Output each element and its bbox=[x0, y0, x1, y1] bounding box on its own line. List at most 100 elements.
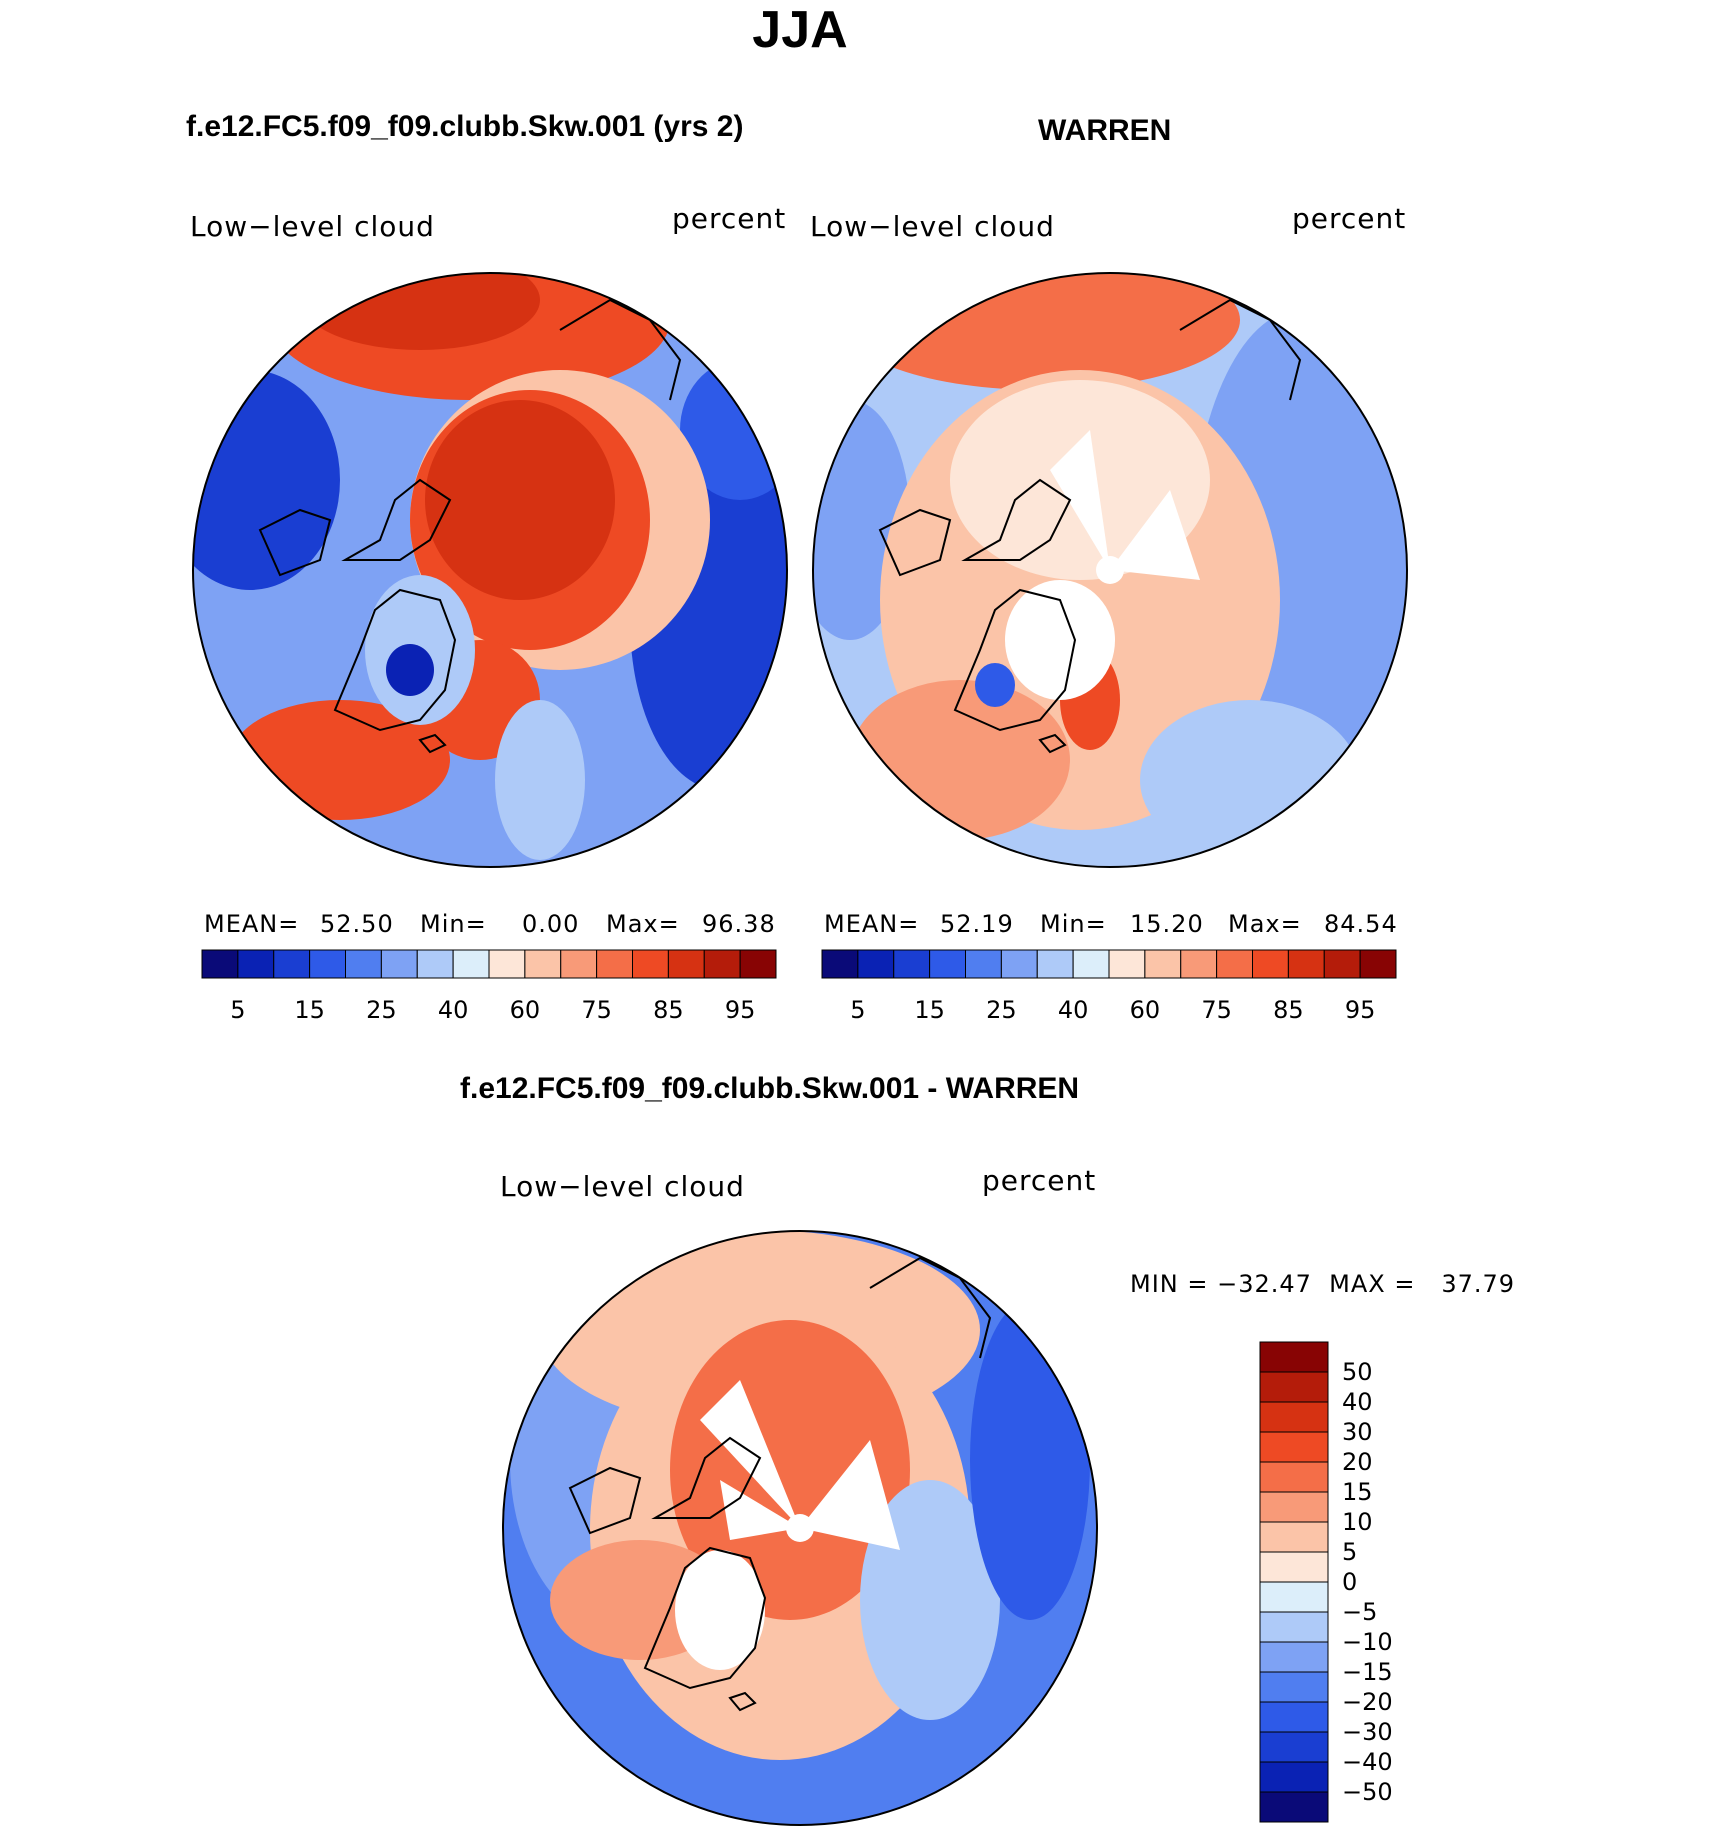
panel-2-min-label: Min= bbox=[1040, 910, 1107, 938]
difference-legend-label: 50 bbox=[1342, 1358, 1373, 1386]
colorbar-2-swatch-6 bbox=[1036, 949, 1074, 979]
colorbar-1-swatch-14 bbox=[703, 949, 741, 979]
colorbar-2-swatch-14 bbox=[1323, 949, 1361, 979]
colorbar-2-swatch-4 bbox=[965, 949, 1002, 979]
colorbar-1-swatch-12 bbox=[632, 949, 669, 979]
difference-stats: MIN = −32.47 MAX = 37.79 bbox=[1130, 1270, 1516, 1298]
colorbar-1-swatch-10 bbox=[560, 949, 598, 979]
colorbar-2-tick-label: 60 bbox=[1130, 996, 1161, 1024]
colorbar-2-swatch-10 bbox=[1180, 949, 1218, 979]
difference-legend-label: 40 bbox=[1342, 1388, 1373, 1416]
colorbar-1-tick-label: 40 bbox=[438, 996, 469, 1024]
colorbar-2-swatch-12 bbox=[1252, 949, 1289, 979]
page-title: JJA bbox=[752, 1, 848, 59]
panel-1-title: f.e12.FC5.f09_f09.clubb.Skw.001 (yrs 2) bbox=[186, 110, 744, 143]
colorbar-2-swatch-7 bbox=[1072, 949, 1110, 979]
colorbar-2-tick-label: 75 bbox=[1201, 996, 1232, 1024]
colorbar-2-tick-label: 15 bbox=[914, 996, 945, 1024]
colorbar-1: 5 15 25 40 60 75 85 95 bbox=[201, 949, 777, 1024]
difference-legend-label: −40 bbox=[1342, 1748, 1393, 1776]
difference-legend-label: −15 bbox=[1342, 1658, 1393, 1686]
colorbar-1-tick-label: 5 bbox=[230, 996, 245, 1024]
difference-legend-swatch-3 bbox=[1259, 1431, 1329, 1463]
colorbar-2-swatch-1 bbox=[857, 949, 895, 979]
difference-legend-label: 20 bbox=[1342, 1448, 1373, 1476]
difference-title: f.e12.FC5.f09_f09.clubb.Skw.001 - WARREN bbox=[460, 1072, 1080, 1105]
colorbar-1-tick-label: 25 bbox=[366, 996, 397, 1024]
colorbar-1-swatch-6 bbox=[416, 949, 454, 979]
colorbar-1-swatch-1 bbox=[237, 949, 275, 979]
colorbar-2-swatch-3 bbox=[929, 949, 966, 979]
colorbar-1-tick-label: 75 bbox=[581, 996, 612, 1024]
difference-legend-swatch-15 bbox=[1259, 1791, 1329, 1823]
difference-legend-swatch-8 bbox=[1259, 1581, 1329, 1613]
difference-legend-swatch-11 bbox=[1259, 1671, 1329, 1703]
colorbar-1-swatch-13 bbox=[667, 949, 705, 979]
panel-1-mean-label: MEAN= bbox=[204, 910, 300, 938]
colorbar-1-swatch-2 bbox=[273, 949, 311, 979]
difference-legend-swatch-14 bbox=[1259, 1761, 1329, 1793]
panel-2-variable-label: Low−level cloud bbox=[810, 210, 1055, 243]
colorbar-2-swatch-5 bbox=[1000, 949, 1038, 979]
panel-1-max-value: 96.38 bbox=[702, 910, 776, 938]
panel-1-variable-label: Low−level cloud bbox=[190, 210, 435, 243]
panel-2-max-label: Max= bbox=[1228, 910, 1302, 938]
difference-units-label: percent bbox=[982, 1164, 1097, 1197]
difference-legend-swatch-5 bbox=[1259, 1491, 1329, 1523]
difference-legend-swatch-1 bbox=[1259, 1371, 1329, 1403]
colorbar-1-swatch-7 bbox=[452, 949, 490, 979]
difference-legend-swatch-9 bbox=[1259, 1611, 1329, 1643]
difference-legend-label: −30 bbox=[1342, 1718, 1393, 1746]
difference-variable-label: Low−level cloud bbox=[500, 1170, 745, 1203]
colorbar-1-tick-label: 85 bbox=[653, 996, 684, 1024]
colorbar-1-swatch-8 bbox=[488, 949, 526, 979]
difference-legend-label: 10 bbox=[1342, 1508, 1373, 1536]
colorbar-1-tick-label: 60 bbox=[510, 996, 541, 1024]
colorbar-1-swatch-5 bbox=[380, 949, 418, 979]
colorbar-1-swatch-9 bbox=[524, 949, 562, 979]
panel-2-mean-value: 52.19 bbox=[940, 910, 1014, 938]
difference-legend-swatch-4 bbox=[1259, 1461, 1329, 1493]
panel-2-units-label: percent bbox=[1292, 202, 1407, 235]
panel-2-mean-label: MEAN= bbox=[824, 910, 920, 938]
panel-1-min-value: 0.00 bbox=[522, 910, 580, 938]
panel-1-units-label: percent bbox=[672, 202, 787, 235]
colorbar-1-swatch-3 bbox=[309, 949, 346, 979]
difference-map bbox=[502, 1230, 1098, 1826]
difference-legend-label: −5 bbox=[1342, 1598, 1377, 1626]
difference-legend-swatch-0 bbox=[1259, 1341, 1329, 1373]
panel-2-title: WARREN bbox=[1038, 114, 1172, 147]
difference-legend-label: 5 bbox=[1342, 1538, 1357, 1566]
colorbar-1-swatch-4 bbox=[345, 949, 382, 979]
panel-1-map bbox=[192, 272, 788, 868]
colorbar-1-tick-label: 15 bbox=[294, 996, 325, 1024]
colorbar-2: 5 15 25 40 60 75 85 95 bbox=[821, 949, 1397, 1024]
colorbar-2-swatch-2 bbox=[893, 949, 931, 979]
difference-legend-swatch-10 bbox=[1259, 1641, 1329, 1673]
colorbar-2-tick-label: 40 bbox=[1058, 996, 1089, 1024]
colorbar-2-tick-label: 85 bbox=[1273, 996, 1304, 1024]
colorbar-1-swatch-15 bbox=[739, 949, 777, 979]
colorbar-2-swatch-9 bbox=[1144, 949, 1182, 979]
colorbar-2-swatch-11 bbox=[1216, 949, 1253, 979]
colorbar-1-swatch-11 bbox=[596, 949, 633, 979]
difference-legend-swatch-7 bbox=[1259, 1551, 1329, 1583]
difference-legend-swatch-13 bbox=[1259, 1731, 1329, 1763]
difference-legend-label: −20 bbox=[1342, 1688, 1393, 1716]
difference-legend-label: −50 bbox=[1342, 1778, 1393, 1806]
difference-legend-label: −10 bbox=[1342, 1628, 1393, 1656]
panel-2-map bbox=[812, 272, 1408, 868]
difference-legend-swatch-6 bbox=[1259, 1521, 1329, 1553]
colorbar-2-tick-label: 5 bbox=[850, 996, 865, 1024]
panel-1-min-label: Min= bbox=[420, 910, 487, 938]
colorbar-2-tick-label: 95 bbox=[1345, 996, 1376, 1024]
difference-legend-swatch-2 bbox=[1259, 1401, 1329, 1433]
difference-legend-label: 30 bbox=[1342, 1418, 1373, 1446]
panel-1-mean-value: 52.50 bbox=[320, 910, 394, 938]
colorbar-1-swatch-0 bbox=[201, 949, 239, 979]
colorbar-2-swatch-15 bbox=[1359, 949, 1397, 979]
colorbar-2-swatch-13 bbox=[1287, 949, 1325, 979]
colorbar-2-swatch-0 bbox=[821, 949, 859, 979]
difference-legend-label: 15 bbox=[1342, 1478, 1373, 1506]
